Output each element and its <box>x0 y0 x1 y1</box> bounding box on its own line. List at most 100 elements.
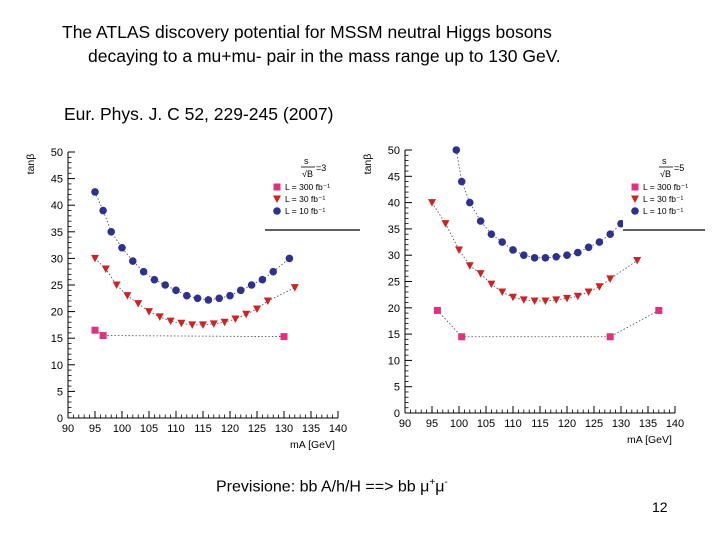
left-y-tick-label: 50 <box>51 147 63 159</box>
left-data-point <box>247 281 256 289</box>
right-y-tick-label: 0 <box>394 408 400 420</box>
left-x-axis-title: mA [GeV] <box>290 439 335 451</box>
left-data-point <box>193 294 202 303</box>
left-data-point <box>161 281 169 289</box>
left-data-point <box>285 254 294 263</box>
right-data-point <box>465 262 474 270</box>
right-data-point <box>457 177 466 186</box>
right-data-point <box>455 246 463 254</box>
left-data-point <box>215 294 223 303</box>
right-data-point <box>573 292 582 301</box>
right-data-point <box>498 238 506 246</box>
left-y-tick-label: 5 <box>57 386 63 398</box>
right-data-point <box>541 254 550 262</box>
right-x-tick-label: 130 <box>612 418 630 430</box>
right-data-point <box>606 333 614 341</box>
right-data-point <box>584 243 593 252</box>
left-x-tick-label: 125 <box>248 423 266 435</box>
left-data-point <box>188 321 197 329</box>
right-x-tick-label: 95 <box>426 418 438 430</box>
right-data-point <box>441 220 450 228</box>
left-data-point <box>118 243 126 252</box>
left-legend-marker <box>273 195 281 203</box>
left-data-point <box>242 310 251 319</box>
right-data-point <box>428 199 436 207</box>
left-data-point <box>269 267 278 276</box>
right-data-point <box>519 296 528 304</box>
right-legend-marker <box>631 183 639 191</box>
right-y-axis-title: tanβ <box>362 154 374 175</box>
left-data-point <box>177 319 186 328</box>
left-data-point <box>91 326 99 334</box>
left-data-point <box>91 254 99 263</box>
left-x-tick-label: 110 <box>167 423 185 435</box>
right-data-point <box>584 288 593 297</box>
left-legend-label: L = 300 fb⁻¹ <box>285 182 330 192</box>
right-legend-marker <box>631 195 639 203</box>
left-data-point <box>258 275 267 284</box>
left-x-tick-label: 90 <box>62 423 74 435</box>
left-data-point <box>263 297 272 305</box>
left-data-point <box>253 305 261 313</box>
left-y-tick-label: 45 <box>51 174 63 186</box>
left-x-tick-label: 135 <box>302 423 320 435</box>
left-data-point <box>129 257 137 265</box>
left-data-point <box>107 228 115 236</box>
left-data-point <box>91 188 99 196</box>
caption-minus: - <box>444 477 448 488</box>
right-x-axis-title: mA [GeV] <box>627 434 672 446</box>
right-data-point <box>563 251 571 259</box>
left-y-tick-label: 20 <box>51 307 63 319</box>
right-data-point <box>487 230 496 238</box>
right-legend-significance: =5 <box>674 163 684 173</box>
left-y-tick-label: 10 <box>51 360 63 372</box>
left-data-point <box>237 286 245 295</box>
right-series-curve <box>437 310 659 338</box>
right-y-tick-label: 10 <box>388 355 400 367</box>
left-legend-marker <box>273 207 281 215</box>
right-x-tick-label: 115 <box>531 418 549 430</box>
right-data-point <box>595 238 604 246</box>
left-data-point <box>99 332 107 340</box>
left-data-point <box>150 275 159 284</box>
left-legend-sqrtB: √B <box>302 169 313 179</box>
slide-title: The ATLAS discovery potential for MSSM n… <box>62 20 561 68</box>
right-data-point <box>476 270 485 278</box>
right-legend-marker <box>631 207 639 215</box>
right-x-tick-label: 140 <box>666 418 684 430</box>
left-data-point <box>112 281 121 289</box>
right-data-point <box>530 254 539 262</box>
right-legend-s: s <box>662 156 667 166</box>
right-data-point <box>595 283 604 291</box>
left-x-tick-label: 115 <box>194 423 212 435</box>
left-data-point <box>155 313 164 321</box>
right-data-point <box>433 306 441 314</box>
left-legend-label: L = 30 fb⁻¹ <box>285 194 325 204</box>
right-x-tick-label: 105 <box>477 418 495 430</box>
right-y-tick-label: 30 <box>388 250 400 262</box>
right-data-point <box>509 246 517 254</box>
left-y-tick-label: 25 <box>51 280 63 292</box>
title-line-2: decaying to a mu+mu- pair in the mass ra… <box>88 46 561 66</box>
plot-left: 90 95 100 105 110 115 120 125 130 135 140 0 5 10 15 20 2… <box>10 140 360 460</box>
caption-text: Previsione: bb A/h/H ==> bb <box>216 478 421 496</box>
right-data-point <box>633 256 642 265</box>
right-data-point <box>530 297 539 305</box>
right-y-tick-label: 5 <box>394 382 400 394</box>
caption-mu-1: μ <box>420 478 430 496</box>
left-y-tick-label: 30 <box>51 253 63 265</box>
right-data-point <box>606 230 614 238</box>
left-x-tick-label: 100 <box>113 423 131 435</box>
right-data-point <box>563 294 571 303</box>
left-x-tick-label: 130 <box>275 423 293 435</box>
left-data-point <box>139 267 148 276</box>
left-data-point <box>231 315 240 324</box>
right-data-point <box>541 297 550 305</box>
left-data-point <box>134 300 143 308</box>
right-y-tick-label: 20 <box>388 303 400 315</box>
plot-right-svg: 90 95 100 105 110 115 120 125 130 135 140 0 5 10 15 20 2… <box>362 145 705 446</box>
right-data-point <box>458 333 466 341</box>
left-legend-box <box>265 150 360 230</box>
left-series-curve <box>94 258 295 326</box>
right-y-tick-label: 40 <box>388 198 400 210</box>
